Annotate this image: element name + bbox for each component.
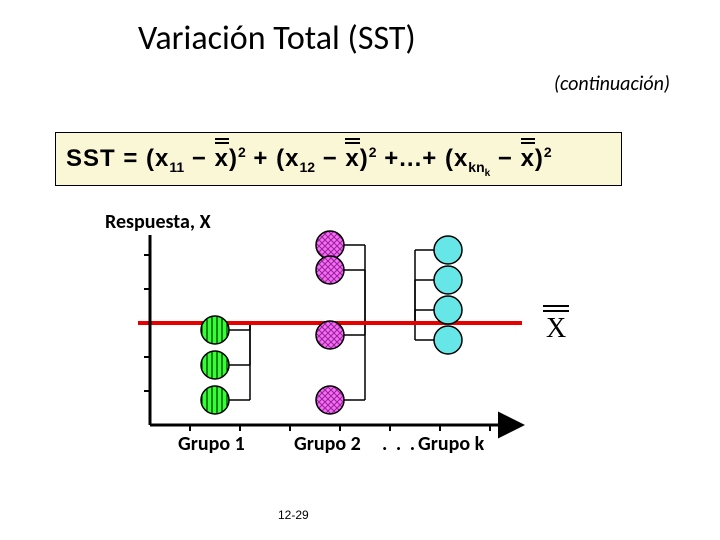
formula-close2: ) (360, 145, 369, 172)
formula-minus3: − (498, 145, 513, 172)
formula-lhs: SST (66, 145, 116, 172)
formula-sub3-outer: kn (468, 159, 484, 175)
grand-mean-x: X (546, 307, 566, 343)
formula-xbar2: x (345, 139, 359, 173)
group-label-1: Grupo 1 (178, 432, 245, 456)
formula-ellipsis: ... (399, 145, 422, 172)
formula-minus1: − (192, 145, 207, 172)
slide-number: 12-29 (278, 508, 309, 522)
formula-sub2: 12 (299, 159, 315, 175)
page-title: Variación Total (SST) (138, 18, 416, 59)
formula-minus2: − (323, 145, 338, 172)
formula-xbar1: x (215, 139, 229, 173)
group-label-2: Grupo 2 (294, 432, 361, 456)
formula-open1: ( (146, 145, 155, 172)
formula-sub3-inner: k (485, 168, 491, 179)
formula-sub1: 11 (169, 159, 184, 175)
formula-sup3: 2 (544, 144, 552, 160)
grand-mean-label: X (546, 307, 566, 343)
formula-open3: ( (445, 145, 454, 172)
formula-eq: = (123, 145, 138, 172)
formula-close3: ) (535, 145, 544, 172)
formula-sup2: 2 (369, 144, 377, 160)
formula-x1: x (155, 145, 169, 172)
anova-chart (130, 225, 530, 455)
group-label-k: Grupo k (418, 432, 484, 456)
formula-box: SST = (x11 − x)2 + (x12 − x)2 +...+ (xkn… (55, 132, 622, 186)
formula-sup1: 2 (238, 144, 246, 160)
continuation-label: (continuación) (554, 72, 670, 96)
formula-plus3: + (422, 145, 437, 172)
formula-x3: x (454, 145, 468, 172)
group-label-ellipsis: . . . (382, 432, 417, 456)
formula-plus1: + (253, 145, 268, 172)
formula-sub3: knk (468, 159, 490, 175)
formula-x2: x (285, 145, 299, 172)
formula-xbar3: x (521, 139, 535, 173)
formula-plus2: + (384, 145, 399, 172)
formula-close1: ) (229, 145, 238, 172)
formula-open2: ( (276, 145, 285, 172)
sst-formula: SST = (x11 − x)2 + (x12 − x)2 +...+ (xkn… (66, 145, 552, 172)
